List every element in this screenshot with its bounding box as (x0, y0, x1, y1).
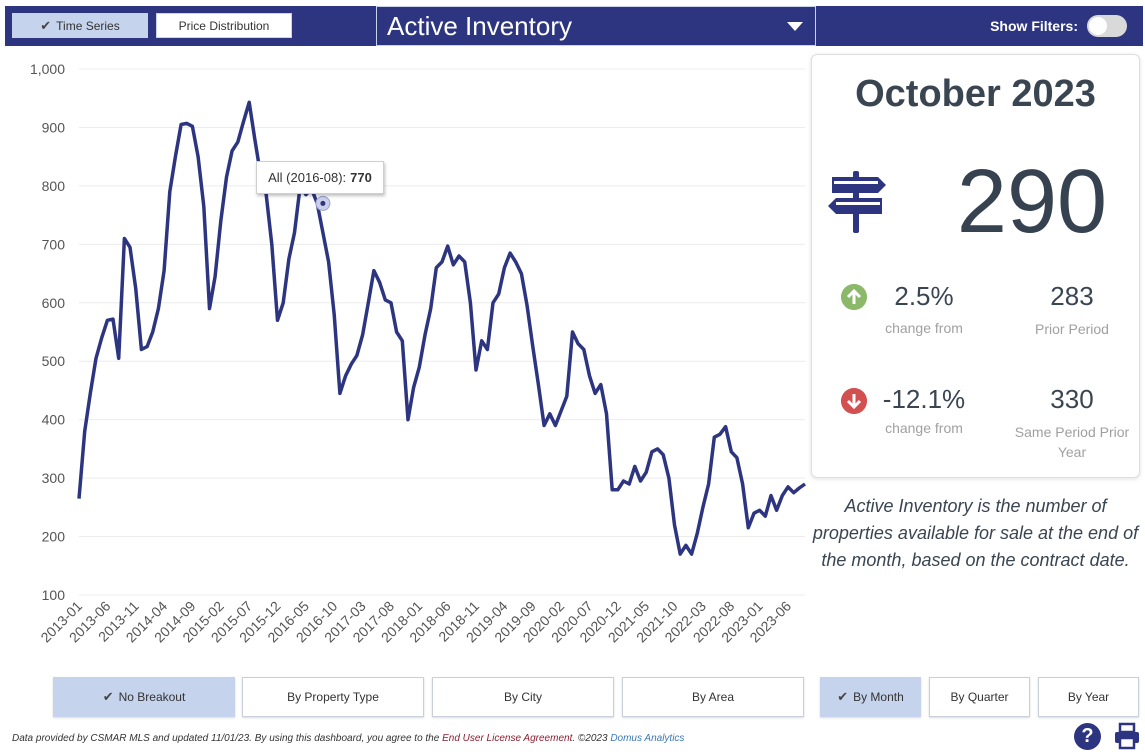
y-tick-label: 900 (42, 119, 66, 135)
no-breakout-label: No Breakout (118, 690, 186, 704)
footer-copyright: . ©2023 (572, 733, 611, 744)
caret-down-icon (787, 22, 803, 31)
checkmark-icon: ✔ (102, 689, 114, 704)
metric-selected-value: Active Inventory (387, 10, 572, 41)
footer-disclaimer: Data provided by CSMAR MLS and updated 1… (12, 733, 684, 744)
change-percent-prior-year: -12.1% (882, 384, 966, 414)
show-filters-toggle[interactable] (1087, 15, 1127, 37)
brand-link[interactable]: Domus Analytics (610, 733, 685, 744)
prior-period-label: Prior Period (1035, 321, 1109, 337)
y-tick-label: 1,000 (30, 61, 65, 77)
arrow-up-icon (841, 284, 867, 310)
y-tick-label: 500 (42, 353, 66, 369)
by-quarter-label: By Quarter (950, 690, 1009, 704)
arrow-down-icon (841, 388, 867, 414)
y-tick-label: 700 (42, 236, 66, 252)
y-tick-label: 600 (42, 295, 66, 311)
price-distribution-label: Price Distribution (178, 18, 270, 33)
signpost-icon (828, 171, 886, 233)
help-icon[interactable]: ? (1074, 723, 1101, 750)
prior-year-label: Same Period Prior Year (1007, 422, 1137, 462)
by-area-button[interactable]: By Area (622, 677, 804, 717)
y-tick-label: 200 (42, 529, 66, 545)
metric-dropdown[interactable]: Active Inventory (376, 6, 816, 46)
y-tick-label: 400 (42, 412, 66, 428)
footer-text: Data provided by CSMAR MLS and updated 1… (12, 733, 443, 744)
by-year-button[interactable]: By Year (1038, 677, 1139, 717)
time-series-button[interactable]: ✔ Time Series (12, 13, 148, 38)
prior-year-value: 330 (1050, 384, 1094, 414)
change-note: change from (885, 420, 963, 436)
y-tick-label: 100 (42, 587, 66, 603)
tooltip-value: 770 (350, 170, 372, 185)
toggle-knob (1089, 17, 1107, 35)
chart-svg: 1,0009008007006005004003002001002013-012… (30, 61, 807, 645)
by-quarter-button[interactable]: By Quarter (929, 677, 1030, 717)
kpi-value: 290 (956, 152, 1108, 252)
y-tick-label: 300 (42, 470, 66, 486)
checkmark-icon: ✔ (837, 689, 849, 704)
metric-description: Active Inventory is the number of proper… (812, 496, 1139, 570)
by-month-button[interactable]: ✔ By Month (820, 677, 921, 717)
eula-link[interactable]: End User License Agreement (442, 733, 573, 744)
by-area-label: By Area (691, 690, 735, 704)
chart-tooltip: All (2016-08): 770 (256, 161, 384, 194)
by-year-label: By Year (1067, 690, 1110, 704)
prior-year-label-line1: Same Period Prior (1014, 424, 1130, 440)
header-bar: ✔ Time Series Price Distribution Active … (5, 6, 1143, 46)
by-property-type-label: By Property Type (287, 690, 379, 704)
by-city-label: By City (503, 690, 542, 704)
y-tick-label: 800 (42, 178, 66, 194)
checkmark-icon: ✔ (40, 17, 52, 33)
no-breakout-button[interactable]: ✔ No Breakout (53, 677, 235, 717)
by-property-type-button[interactable]: By Property Type (242, 677, 424, 717)
print-icon[interactable] (1113, 722, 1141, 750)
prior-period-value: 283 (1050, 281, 1094, 311)
price-distribution-button[interactable]: Price Distribution (156, 13, 292, 38)
show-filters-label: Show Filters: (990, 18, 1078, 34)
tooltip-label: All (2016-08): (268, 170, 347, 185)
series-line (77, 100, 807, 556)
prior-year-label-line2: Year (1057, 444, 1087, 460)
by-city-button[interactable]: By City (432, 677, 614, 717)
change-percent-prior-period: 2.5% (894, 281, 954, 311)
time-series-label: Time Series (56, 18, 120, 33)
kpi-period: October 2023 (855, 73, 1096, 115)
change-note: change from (885, 320, 963, 336)
time-series-chart: 1,000 900 800 700 600 500 400 300 200 100 2013-01 2… (0, 50, 810, 660)
by-month-label: By Month (853, 690, 904, 704)
kpi-card: October 2023 290 2.5% change from 283 Pr… (811, 54, 1140, 478)
hover-point (320, 200, 326, 206)
